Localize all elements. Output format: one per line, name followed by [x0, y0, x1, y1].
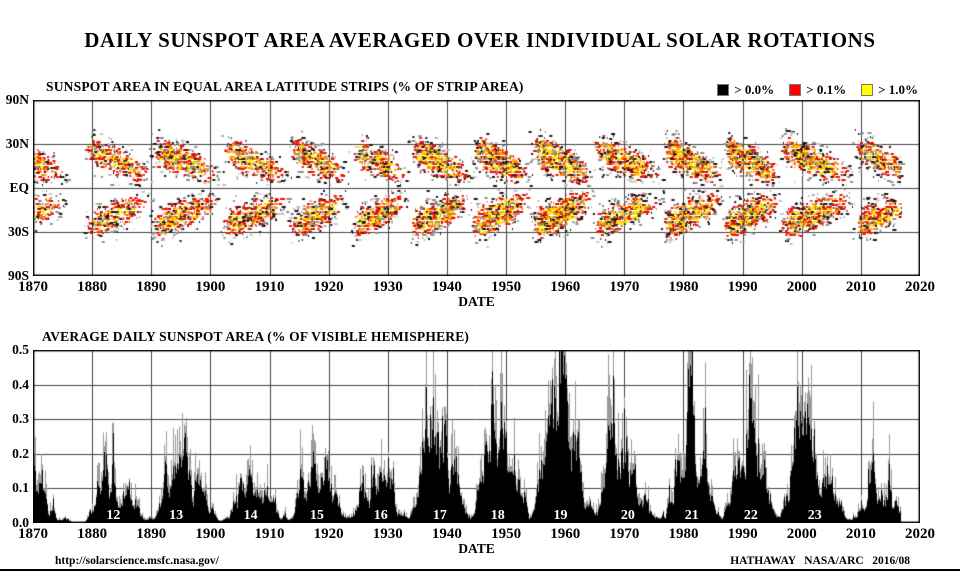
- latitude-tick-label: 30S: [7, 224, 29, 239]
- x-tick-label: 2000: [786, 526, 817, 542]
- red-swatch-icon: [789, 84, 802, 96]
- x-tick-label: 1990: [727, 279, 758, 295]
- x-tick-label: 1900: [195, 526, 226, 542]
- x-tick-label: 1970: [609, 526, 640, 542]
- x-tick-label: 1890: [136, 279, 167, 295]
- area-tick-label: 0.1: [12, 480, 29, 496]
- cycle-number-label: 12: [104, 508, 123, 523]
- x-tick-label: 1880: [77, 526, 108, 542]
- histogram-panel-title: AVERAGE DAILY SUNSPOT AREA (% OF VISIBLE…: [42, 329, 470, 344]
- x-tick-label: 1930: [372, 279, 403, 295]
- latitude-tick-label: 90S: [7, 268, 29, 283]
- cycle-number-label: 21: [682, 508, 701, 523]
- x-tick-label: 1880: [77, 279, 108, 295]
- x-tick-label: 1950: [491, 526, 522, 542]
- cycle-number-label: 20: [618, 508, 637, 523]
- black-swatch-icon: [717, 84, 730, 96]
- legend-label: > 1.0%: [878, 82, 918, 97]
- cycle-number-label: 23: [805, 508, 824, 523]
- legend: > 0.0% > 0.1% > 1.0%: [717, 82, 918, 98]
- x-tick-label: 1920: [313, 279, 344, 295]
- x-tick-label: 1990: [727, 526, 758, 542]
- legend-item-gt0: > 0.0%: [717, 82, 774, 98]
- x-tick-label: 2000: [786, 279, 817, 295]
- x-tick-label: 1910: [254, 279, 285, 295]
- latitude-tick-label: 90N: [5, 92, 29, 107]
- source-url: http://solarscience.msfc.nasa.gov/: [55, 555, 219, 567]
- x-tick-label: 1870: [18, 279, 48, 295]
- x-tick-label: 1940: [431, 526, 462, 542]
- x-tick-label: 2020: [905, 279, 935, 295]
- area-tick-label: 0.2: [12, 445, 29, 461]
- legend-label: > 0.0%: [734, 82, 775, 97]
- cycle-number-label: 18: [488, 508, 507, 523]
- x-tick-label: 1960: [550, 526, 581, 542]
- x-tick-label: 1910: [254, 526, 285, 542]
- x-tick-label: 1890: [136, 526, 167, 542]
- x-tick-label: 1960: [550, 279, 581, 295]
- sunspot-area-histogram-plot: [33, 350, 920, 523]
- cycle-number-label: 14: [241, 508, 260, 523]
- credit-text: HATHAWAY NASA/ARC 2016/08: [730, 555, 910, 567]
- x-tick-label: 2010: [845, 526, 876, 542]
- x-tick-label: 1980: [668, 279, 699, 295]
- cycle-number-label: 15: [307, 508, 326, 523]
- x-tick-label: 1970: [609, 279, 640, 295]
- latitude-tick-label: EQ: [9, 180, 29, 195]
- x-tick-label: 1950: [491, 279, 522, 295]
- area-tick-label: 0.4: [12, 376, 29, 392]
- legend-item-gt1: > 1.0%: [861, 82, 918, 98]
- cycle-number-label: 17: [430, 508, 449, 523]
- area-tick-label: 0.5: [12, 342, 29, 357]
- x-tick-label: 1980: [668, 526, 699, 542]
- x-tick-label: 2020: [905, 526, 935, 542]
- cycle-number-label: 22: [741, 508, 760, 523]
- butterfly-diagram-plot: [33, 100, 920, 276]
- latitude-tick-label: 30N: [5, 136, 29, 151]
- cycle-number-label: 19: [551, 508, 570, 523]
- area-tick-label: 0.3: [12, 411, 29, 427]
- x-tick-label: 1930: [372, 526, 403, 542]
- cycle-number-label: 13: [167, 508, 186, 523]
- histogram-x-axis-title: DATE: [458, 541, 495, 556]
- butterfly-panel-title: SUNSPOT AREA IN EQUAL AREA LATITUDE STRI…: [46, 79, 524, 94]
- cycle-number-label: 16: [371, 508, 390, 523]
- x-tick-label: 2010: [845, 279, 876, 295]
- x-tick-label: 1920: [313, 526, 344, 542]
- area-tick-label: 0.0: [12, 515, 29, 530]
- x-tick-label: 1900: [195, 279, 226, 295]
- legend-label: > 0.1%: [806, 82, 847, 97]
- legend-item-gt01: > 0.1%: [789, 82, 846, 98]
- x-tick-label: 1940: [431, 279, 462, 295]
- butterfly-x-axis-title: DATE: [458, 294, 495, 309]
- bottom-border-line: [0, 569, 960, 571]
- page-title: DAILY SUNSPOT AREA AVERAGED OVER INDIVID…: [84, 28, 876, 52]
- yellow-swatch-icon: [861, 84, 874, 96]
- x-tick-label: 1870: [18, 526, 48, 542]
